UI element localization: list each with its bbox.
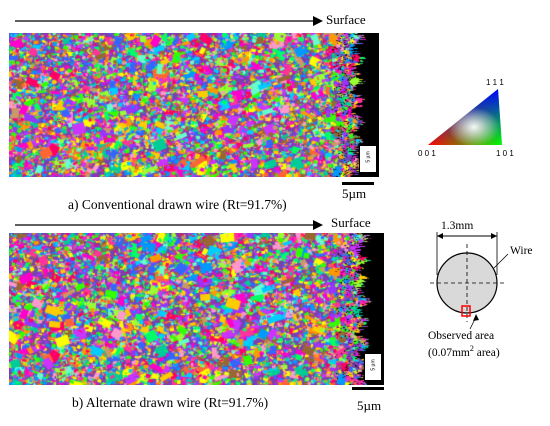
ipf-color-legend: 1 1 1 0 0 1 1 0 1 — [418, 75, 528, 175]
observed-area-size: (0.07mm2 area) — [428, 344, 500, 359]
caption-a: a) Conventional drawn wire (Rt=91.7%) — [68, 197, 287, 212]
inner-scale-box-b: 5 µm — [364, 353, 382, 381]
surface-arrow-b — [15, 220, 323, 230]
panel-b: Surface 5 µm 5µm b) Alternate drawn wire… — [0, 215, 400, 426]
ipf-label-111: 1 1 1 — [486, 78, 504, 87]
scale-label-b: 5µm — [357, 398, 382, 413]
surface-arrow-a — [15, 16, 323, 26]
inner-scale-box-a: 5 µm — [359, 145, 377, 173]
scale-bar-b — [352, 387, 384, 390]
wire-label: Wire — [510, 245, 533, 257]
panel-a: Surface 5 µm 5µm a) Conventional drawn w… — [0, 0, 400, 215]
ipf-label-101: 1 0 1 — [496, 149, 514, 158]
ebsd-map-b: 5 µm — [9, 233, 384, 385]
diameter-label: 1.3mm — [441, 220, 474, 232]
caption-b: b) Alternate drawn wire (Rt=91.7%) — [72, 395, 269, 410]
wire-cross-section — [430, 232, 509, 330]
observed-area-label: Observed area — [428, 330, 495, 342]
ipf-triangle — [428, 89, 502, 145]
surface-label-b: Surface — [331, 215, 371, 230]
ipf-label-001: 0 0 1 — [418, 149, 436, 158]
wire-diagram: 1.3mm Wire Observed area (0.07mm2 area) — [410, 210, 550, 370]
surface-label-a: Surface — [326, 12, 366, 27]
ebsd-map-a: 5 µm — [9, 33, 379, 177]
scale-label-a: 5µm — [342, 186, 367, 201]
scale-bar-a — [342, 182, 374, 185]
